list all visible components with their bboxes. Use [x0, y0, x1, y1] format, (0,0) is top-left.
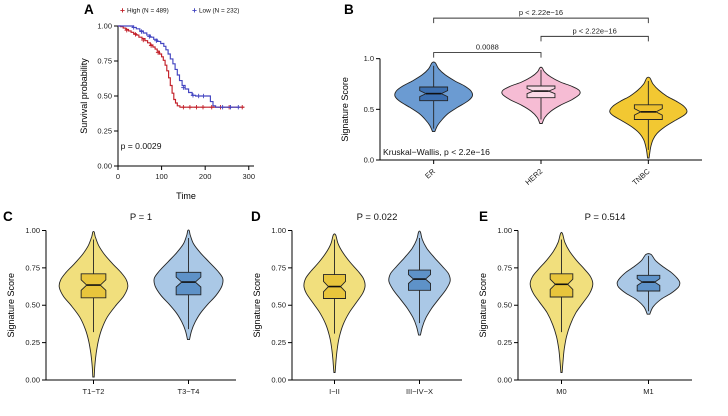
svg-text:0.75: 0.75	[271, 263, 286, 272]
legend-marker-icon: +	[192, 5, 197, 15]
svg-text:0.75: 0.75	[97, 57, 112, 66]
x-tick-label: M0	[556, 387, 566, 396]
x-axis: 0 100 200 300 Time	[116, 165, 256, 201]
svg-text:0.25: 0.25	[97, 127, 112, 136]
pvalue-text: p = 0.0029	[121, 141, 162, 151]
notched-box	[175, 271, 202, 296]
violin-III−IV−X	[388, 230, 451, 336]
violin-ER	[394, 61, 473, 133]
x-axis: ER HER2 TNBC	[380, 159, 702, 187]
panel-a-survival: 0.00 0.25 0.50 0.75 1.00 Survival probability…	[76, 0, 262, 204]
x-tick-label: T1−T2	[83, 387, 105, 396]
violin-T1−T2	[58, 230, 129, 378]
panel-label-d: D	[251, 209, 261, 224]
svg-text:0.25: 0.25	[497, 338, 512, 347]
mstage-violin-chart: 0.00 0.25 0.50 0.75 1.00 Signature Score M0 M1 P…	[478, 212, 692, 396]
panel-label-b: B	[344, 2, 354, 17]
x-tick-label: I−II	[329, 387, 340, 396]
y-axis-title: Survival probability	[79, 58, 89, 134]
kruskal-wallis-text: Kruskal−Wallis, p < 2.2e−16	[383, 147, 490, 157]
svg-text:1.00: 1.00	[271, 226, 286, 235]
svg-text:0.25: 0.25	[271, 338, 286, 347]
subtype-violin-chart: 0.0 0.5 1.0 Signature Score ER HER2 TNBC p < 2.…	[340, 8, 702, 187]
comparison-pvalue: p < 2.22e−16	[573, 26, 617, 35]
notched-box	[408, 269, 431, 291]
y-axis: 0.0 0.5 1.0 Signature Score	[340, 54, 381, 165]
y-axis: 0.00 0.25 0.50 0.75 1.00 Signature Score	[252, 226, 293, 385]
y-axis-title: Signature Score	[478, 273, 488, 338]
legend-label: Low (N = 232)	[199, 8, 239, 15]
legend: + High (N = 489) + Low (N = 232)	[120, 5, 239, 15]
svg-text:1.00: 1.00	[97, 22, 112, 31]
comparison-bracket: p < 2.22e−16	[433, 8, 649, 24]
svg-text:0.75: 0.75	[25, 263, 40, 272]
violin-TNBC	[609, 76, 688, 159]
x-tick-label: TNBC	[630, 166, 652, 187]
panel-b-subtype-violin: 0.0 0.5 1.0 Signature Score ER HER2 TNBC p < 2.…	[336, 0, 728, 208]
y-axis-title: Signature Score	[340, 77, 350, 142]
violin-HER2	[501, 66, 581, 124]
svg-text:100: 100	[155, 172, 168, 181]
violin-T3−T4	[153, 229, 224, 341]
panel-title: P = 1	[130, 212, 152, 223]
y-axis: 0.00 0.25 0.50 0.75 1.00 Survival probability	[79, 22, 119, 171]
panel-title: P = 0.022	[357, 212, 398, 223]
svg-text:1.00: 1.00	[25, 226, 40, 235]
svg-text:1.0: 1.0	[364, 54, 374, 63]
x-axis: I−II III−IV−X	[292, 379, 462, 396]
svg-text:0.75: 0.75	[497, 263, 512, 272]
svg-text:0.50: 0.50	[25, 301, 40, 310]
svg-text:0: 0	[116, 172, 120, 181]
x-tick-label: ER	[423, 166, 437, 180]
legend-marker-icon: +	[120, 5, 125, 15]
comparison-bracket: p < 2.22e−16	[540, 26, 649, 42]
km-curve-low	[118, 25, 241, 110]
violin-I−II	[303, 233, 366, 373]
x-tick-label: III−IV−X	[406, 387, 433, 396]
panel-d-stage-violin: 0.00 0.25 0.50 0.75 1.00 Signature Score I−II I…	[248, 208, 472, 414]
svg-text:300: 300	[243, 172, 256, 181]
comparison-pvalue: 0.0088	[476, 43, 499, 52]
x-axis-title: Time	[176, 191, 196, 201]
svg-text:0.50: 0.50	[97, 92, 112, 101]
svg-text:1.00: 1.00	[497, 226, 512, 235]
svg-text:0.25: 0.25	[25, 338, 40, 347]
comparison-bracket: 0.0088	[433, 43, 542, 58]
legend-label: High (N = 489)	[127, 8, 169, 15]
violin-M0	[529, 231, 594, 373]
svg-text:0.00: 0.00	[497, 376, 512, 385]
km-survival-chart: 0.00 0.25 0.50 0.75 1.00 Survival probability…	[79, 5, 256, 201]
y-axis: 0.00 0.25 0.50 0.75 1.00 Signature Score	[6, 226, 47, 385]
x-tick-label: M1	[643, 387, 653, 396]
panel-label-e: E	[479, 209, 489, 224]
svg-text:200: 200	[199, 172, 212, 181]
notched-box	[636, 274, 661, 292]
x-tick-label: T3−T4	[178, 387, 200, 396]
panel-title: P = 0.514	[585, 212, 626, 223]
panel-e-mstage-violin: 0.00 0.25 0.50 0.75 1.00 Signature Score M0 M1 P…	[474, 208, 708, 414]
km-curve-high	[118, 25, 245, 110]
y-axis: 0.00 0.25 0.50 0.75 1.00 Signature Score	[478, 226, 519, 385]
comparison-pvalue: p < 2.22e−16	[519, 8, 563, 17]
y-axis-title: Signature Score	[6, 273, 16, 338]
svg-text:0.5: 0.5	[364, 105, 374, 114]
svg-text:0.0: 0.0	[364, 156, 374, 165]
x-axis: T1−T2 T3−T4	[46, 379, 236, 396]
violin-M1	[616, 253, 681, 315]
panel-c-tstage-violin: 0.00 0.25 0.50 0.75 1.00 Signature Score T1−T2…	[2, 208, 246, 414]
panel-label-a: A	[84, 2, 94, 17]
panel-label-c: C	[3, 209, 13, 224]
svg-text:0.00: 0.00	[271, 376, 286, 385]
x-tick-label: HER2	[523, 167, 544, 187]
y-axis-title: Signature Score	[252, 273, 262, 338]
svg-text:0.00: 0.00	[25, 376, 40, 385]
notched-box	[549, 273, 574, 298]
tstage-violin-chart: 0.00 0.25 0.50 0.75 1.00 Signature Score T1−T2…	[6, 212, 236, 396]
x-axis: M0 M1	[518, 379, 692, 396]
svg-text:0.50: 0.50	[497, 301, 512, 310]
svg-text:0.00: 0.00	[97, 162, 112, 171]
svg-text:0.50: 0.50	[271, 301, 286, 310]
